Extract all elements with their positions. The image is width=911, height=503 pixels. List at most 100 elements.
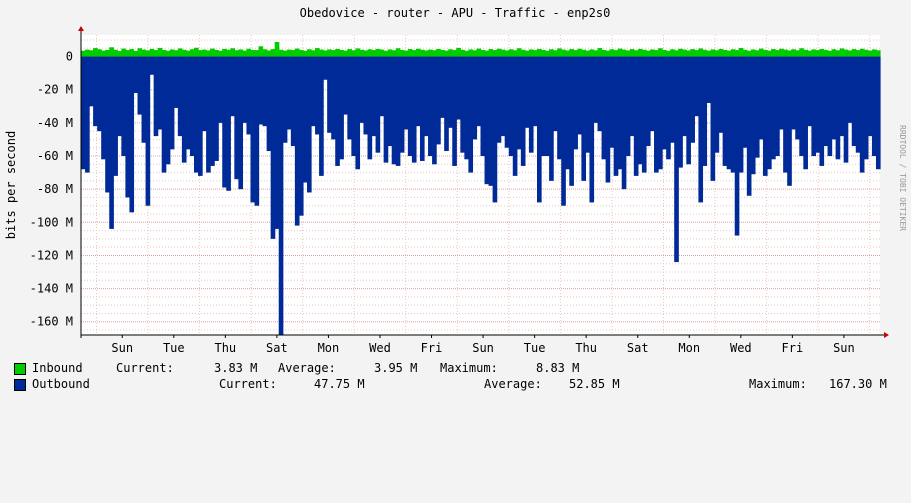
inbound-bar bbox=[649, 49, 655, 57]
inbound-bar bbox=[569, 49, 574, 57]
inbound-bar bbox=[375, 48, 381, 57]
inbound-bar bbox=[311, 50, 316, 57]
inbound-bar bbox=[290, 50, 296, 57]
outbound-bar bbox=[807, 56, 812, 127]
outbound-bar bbox=[141, 56, 147, 143]
x-tick-label: Fri bbox=[421, 341, 443, 355]
series-inbound bbox=[81, 41, 881, 57]
outbound-bar bbox=[641, 56, 647, 173]
outbound-bar bbox=[306, 56, 312, 193]
inbound-bar bbox=[298, 49, 304, 57]
outbound-bar bbox=[444, 56, 449, 152]
inbound-bar bbox=[528, 49, 534, 57]
outbound-bar bbox=[553, 56, 558, 132]
outbound-bar bbox=[347, 56, 352, 140]
inbound-bar bbox=[762, 49, 768, 57]
outbound-bar bbox=[464, 56, 469, 160]
outbound-bar bbox=[779, 56, 784, 130]
outbound-bar bbox=[512, 56, 518, 176]
inbound-bar bbox=[137, 48, 143, 57]
legend-inbound: Inbound Current: 3.83 M Average: 3.95 M … bbox=[14, 361, 894, 375]
inbound-bar bbox=[234, 50, 239, 57]
inbound-bar bbox=[440, 49, 445, 57]
legend-outbound-current-label: Current: bbox=[219, 377, 277, 391]
outbound-bar bbox=[137, 56, 143, 115]
inbound-bar bbox=[153, 50, 159, 57]
inbound-bar bbox=[141, 49, 147, 57]
outbound-bar bbox=[577, 56, 582, 135]
outbound-bar bbox=[323, 56, 328, 80]
outbound-bar bbox=[290, 56, 296, 147]
outbound-bar bbox=[258, 56, 264, 125]
outbound-bar bbox=[637, 56, 643, 165]
outbound-bar bbox=[617, 56, 623, 170]
legend-inbound-maximum: 8.83 M bbox=[536, 361, 580, 375]
y-tick-label: -140 M bbox=[30, 282, 73, 296]
inbound-bar bbox=[561, 49, 566, 57]
outbound-bar bbox=[654, 56, 659, 173]
inbound-bar bbox=[500, 49, 506, 57]
inbound-bar bbox=[278, 49, 284, 57]
outbound-bar bbox=[460, 56, 465, 153]
outbound-bar bbox=[202, 56, 207, 132]
outbound-bar bbox=[686, 56, 691, 165]
inbound-bar bbox=[754, 50, 760, 57]
inbound-bar bbox=[327, 49, 332, 57]
outbound-bar bbox=[97, 56, 102, 132]
outbound-bar bbox=[383, 56, 389, 163]
inbound-bar bbox=[363, 50, 369, 57]
outbound-bar bbox=[89, 56, 94, 107]
outbound-bar bbox=[415, 56, 421, 127]
outbound-bar bbox=[270, 56, 276, 239]
outbound-bar bbox=[359, 56, 365, 123]
outbound-bar bbox=[674, 56, 679, 263]
outbound-bar bbox=[222, 56, 227, 188]
inbound-bar bbox=[359, 49, 365, 57]
outbound-bar bbox=[541, 56, 546, 156]
inbound-bar bbox=[823, 49, 829, 57]
legend-outbound-average: 52.85 M bbox=[569, 377, 620, 391]
outbound-bar bbox=[569, 56, 574, 186]
outbound-bar bbox=[266, 56, 272, 152]
legend-inbound-current: 3.83 M bbox=[214, 361, 258, 375]
inbound-bar bbox=[202, 49, 207, 57]
outbound-bar bbox=[795, 56, 800, 140]
inbound-bar bbox=[436, 48, 441, 57]
outbound-bar bbox=[662, 56, 667, 150]
inbound-bar bbox=[105, 49, 110, 57]
inbound-bar bbox=[654, 50, 659, 57]
inbound-bar bbox=[85, 49, 90, 57]
inbound-bar bbox=[593, 50, 599, 57]
outbound-bar bbox=[758, 56, 764, 140]
outbound-bar bbox=[311, 56, 316, 127]
outbound-bar bbox=[678, 56, 683, 168]
inbound-bar bbox=[577, 48, 582, 57]
inbound-bar bbox=[125, 50, 131, 57]
outbound-bar bbox=[867, 56, 873, 137]
inbound-bar bbox=[488, 49, 494, 57]
inbound-bar bbox=[81, 50, 86, 57]
y-tick-label: -20 M bbox=[37, 83, 73, 97]
outbound-bar bbox=[452, 56, 457, 166]
outbound-bar bbox=[726, 56, 732, 170]
outbound-bar bbox=[843, 56, 849, 163]
inbound-bar bbox=[504, 50, 510, 57]
x-tick-label: Sun bbox=[111, 341, 133, 355]
outbound-bar bbox=[851, 56, 857, 147]
inbound-bar bbox=[169, 49, 175, 57]
inbound-bar bbox=[779, 48, 784, 57]
y-axis-arrow bbox=[78, 26, 84, 31]
outbound-bar bbox=[367, 56, 373, 160]
inbound-bar bbox=[468, 49, 474, 57]
outbound-bar bbox=[492, 56, 498, 203]
outbound-bar bbox=[524, 56, 530, 128]
outbound-bar bbox=[278, 56, 284, 336]
outbound-bar bbox=[286, 56, 292, 130]
outbound-bar bbox=[496, 56, 502, 143]
outbound-bar bbox=[177, 56, 183, 137]
inbound-bar bbox=[496, 48, 502, 57]
inbound-bar bbox=[625, 50, 631, 57]
legend-inbound-average-label: Average: bbox=[278, 361, 336, 375]
outbound-bar bbox=[690, 56, 695, 143]
outbound-bar bbox=[508, 56, 514, 156]
